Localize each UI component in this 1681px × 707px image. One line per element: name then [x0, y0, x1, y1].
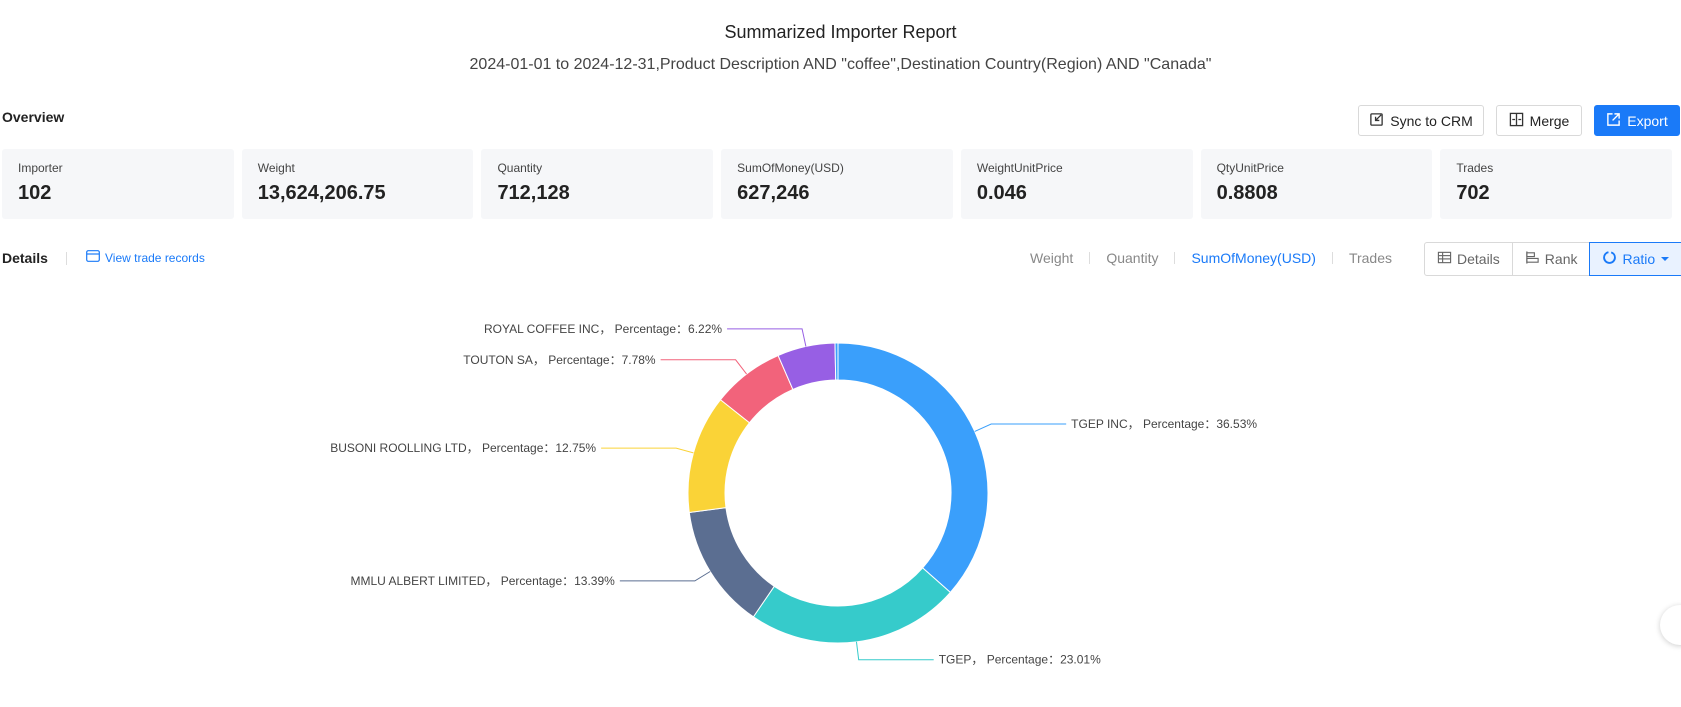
stat-label: Trades	[1456, 161, 1494, 175]
table-icon	[1437, 250, 1452, 268]
stat-label: Weight	[257, 161, 295, 175]
details-view-button[interactable]: Details	[1425, 243, 1513, 275]
stats-row: Importer 102 Weight 13,624,206.75 Quanti…	[2, 149, 1673, 219]
merge-icon	[1509, 112, 1524, 130]
label-leader-line	[619, 571, 711, 582]
sync-icon	[1369, 112, 1384, 130]
report-title: Summarized Importer Report	[724, 22, 957, 42]
label-leader-line	[855, 641, 934, 661]
ring-icon	[1602, 250, 1617, 268]
tab-divider	[1174, 252, 1176, 264]
donut-slice[interactable]	[752, 567, 952, 644]
tab-divider	[1089, 252, 1091, 264]
stat-card-importer: Importer 102	[2, 149, 234, 219]
stat-label: QtyUnitPrice	[1216, 161, 1284, 175]
donut-slice[interactable]	[687, 399, 751, 514]
stat-label: SumOfMoney(USD)	[737, 161, 844, 175]
caret-down-icon	[1660, 251, 1670, 267]
stat-card-weight-unit-price: WeightUnitPrice 0.046	[960, 149, 1193, 219]
rank-view-button[interactable]: Rank	[1513, 243, 1591, 275]
tab-divider	[1331, 252, 1333, 264]
rank-view-label: Rank	[1544, 251, 1578, 267]
stat-label: Importer	[18, 161, 63, 175]
overview-heading: Overview	[2, 109, 65, 125]
slice-label: MMLU ALBERT LIMITED， Percentage：13.39%	[350, 574, 615, 588]
stat-value: 627,246	[737, 182, 810, 204]
export-icon	[1606, 112, 1621, 130]
donut-slice[interactable]	[837, 342, 989, 594]
export-label: Export	[1627, 112, 1668, 129]
label-leader-line	[601, 447, 694, 454]
divider	[66, 252, 67, 265]
slice-label: TOUTON SA， Percentage：7.78%	[463, 353, 656, 367]
merge-button[interactable]: Merge	[1496, 105, 1582, 136]
label-leader-line	[727, 328, 807, 347]
card-icon	[86, 250, 100, 265]
label-leader-line	[660, 359, 747, 375]
view-trade-records-label: View trade records	[105, 250, 205, 265]
stat-card-trades: Trades 702	[1440, 149, 1673, 219]
view-trade-records-link[interactable]: View trade records	[86, 250, 205, 265]
details-heading: Details	[2, 250, 48, 266]
stat-value: 0.8808	[1216, 182, 1278, 204]
stat-value: 0.046	[976, 182, 1027, 204]
stat-label: WeightUnitPrice	[976, 161, 1063, 175]
label-leader-line	[974, 423, 1067, 432]
donut-chart: TGEP INC， Percentage：36.53% TGEP， Percent…	[330, 322, 1257, 667]
merge-label: Merge	[1529, 112, 1570, 129]
tab-weight[interactable]: Weight	[1030, 250, 1074, 266]
details-view-label: Details	[1457, 251, 1500, 267]
slice-label: ROYAL COFFEE INC， Percentage：6.22%	[484, 322, 722, 336]
stat-value: 712,128	[497, 182, 570, 204]
stat-value: 102	[18, 182, 52, 204]
stat-value: 13,624,206.75	[257, 182, 386, 204]
metric-tabs: Weight Quantity SumOfMoney(USD) Trades	[1030, 250, 1392, 266]
stat-label: Quantity	[497, 161, 543, 175]
slice-label: BUSONI ROOLLING LTD， Percentage：12.75%	[330, 441, 596, 455]
slice-label: TGEP INC， Percentage：36.53%	[1071, 417, 1257, 431]
stat-card-sum-of-money: SumOfMoney(USD) 627,246	[721, 149, 953, 219]
tab-trades[interactable]: Trades	[1348, 250, 1392, 266]
ratio-view-label: Ratio	[1622, 251, 1656, 267]
stat-card-weight: Weight 13,624,206.75	[241, 149, 474, 219]
stat-card-qty-unit-price: QtyUnitPrice 0.8808	[1200, 149, 1433, 219]
sync-to-crm-label: Sync to CRM	[1390, 112, 1473, 129]
tab-sum-of-money[interactable]: SumOfMoney(USD)	[1191, 250, 1316, 266]
stat-value: 702	[1456, 182, 1490, 204]
slice-label: TGEP， Percentage：23.01%	[939, 653, 1101, 667]
tab-quantity[interactable]: Quantity	[1106, 250, 1159, 266]
export-button[interactable]: Export	[1594, 105, 1680, 136]
sync-to-crm-button[interactable]: Sync to CRM	[1358, 105, 1484, 136]
ratio-view-button[interactable]: Ratio	[1589, 242, 1681, 276]
donut-slice[interactable]	[688, 507, 775, 618]
donut-slice[interactable]	[834, 342, 839, 381]
help-float-icon[interactable]	[1660, 605, 1681, 645]
view-toggle-group: Details Rank Ratio	[1424, 242, 1681, 276]
report-subtitle: 2024-01-01 to 2024-12-31,Product Descrip…	[469, 56, 1212, 73]
stat-card-quantity: Quantity 712,128	[481, 149, 714, 219]
bar-chart-icon	[1525, 250, 1540, 268]
